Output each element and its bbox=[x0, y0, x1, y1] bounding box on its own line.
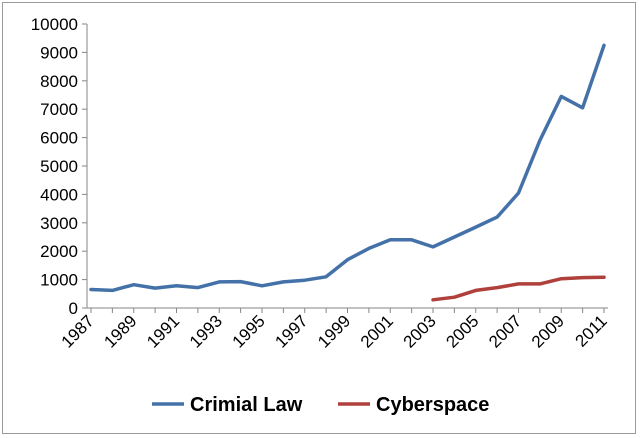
chart-frame bbox=[2, 2, 636, 434]
y-tick-label: 10000 bbox=[31, 15, 78, 34]
series-line-0 bbox=[89, 43, 606, 293]
y-tick-label: 6000 bbox=[40, 129, 78, 148]
x-tick-label: 1989 bbox=[100, 311, 140, 351]
x-tick-label: 2001 bbox=[357, 311, 397, 351]
y-tick-label: 7000 bbox=[40, 100, 78, 119]
x-tick-label: 2005 bbox=[442, 311, 482, 351]
y-tick-label: 9000 bbox=[40, 43, 78, 62]
legend-label-0: Crimial Law bbox=[190, 394, 303, 416]
x-tick-label: 2003 bbox=[400, 311, 440, 351]
y-tick-label: 5000 bbox=[40, 157, 78, 176]
x-tick-label: 1991 bbox=[143, 311, 183, 351]
legend: Crimial Law Cyberspace bbox=[152, 394, 489, 416]
legend-label-1: Cyberspace bbox=[376, 394, 489, 416]
y-tick-label: 4000 bbox=[40, 185, 78, 204]
x-tick-label: 1995 bbox=[229, 311, 269, 351]
x-tick-label: 1987 bbox=[58, 311, 98, 351]
x-tick-label: 1999 bbox=[314, 311, 354, 351]
series-lines bbox=[89, 43, 606, 302]
axes bbox=[82, 23, 608, 313]
x-tick-label: 2011 bbox=[572, 311, 611, 350]
x-tick-label: 2007 bbox=[485, 311, 525, 351]
x-tick-label: 2009 bbox=[528, 311, 568, 351]
y-tick-label: 0 bbox=[69, 299, 78, 318]
y-tick-labels: 0 1000 2000 3000 4000 5000 6000 7000 8000 9000 100… bbox=[31, 15, 78, 318]
y-tick-label: 1000 bbox=[40, 271, 78, 290]
y-tick-label: 8000 bbox=[40, 72, 78, 91]
y-tick-label: 2000 bbox=[40, 242, 78, 261]
x-tick-label: 1997 bbox=[271, 311, 311, 351]
series-line-1 bbox=[431, 275, 606, 302]
y-tick-label: 3000 bbox=[40, 214, 78, 233]
x-tick-label: 1993 bbox=[186, 311, 226, 351]
x-tick-labels: 1987 1989 1991 1993 1995 1997 1999 2001 2003 2005… bbox=[58, 311, 611, 351]
